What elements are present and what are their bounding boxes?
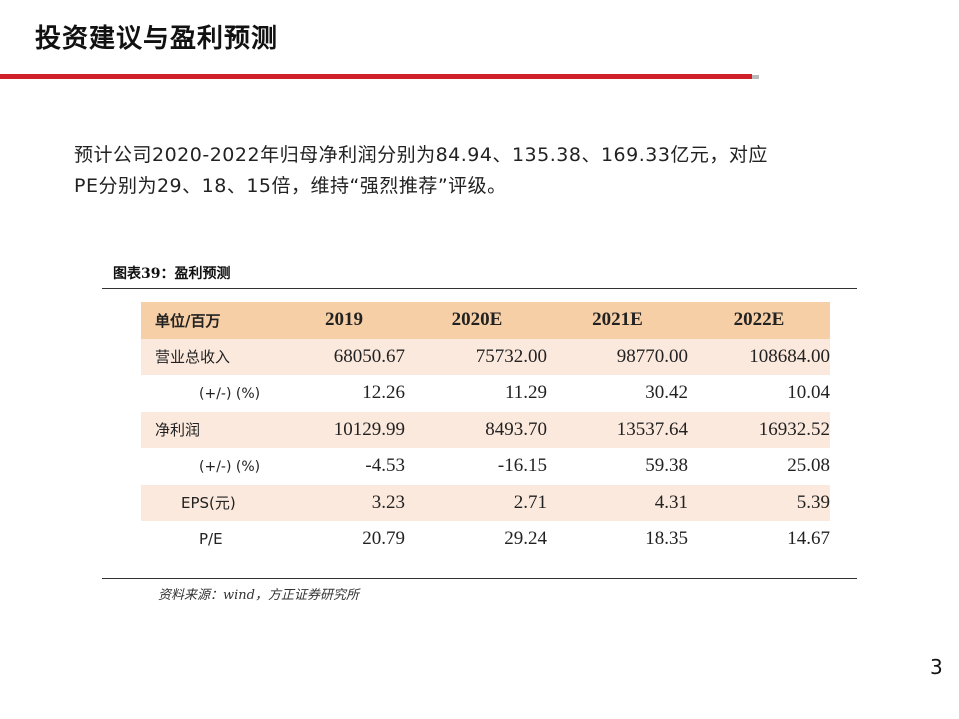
table-cell: 29.24 <box>407 521 547 558</box>
table-cell: 30.42 <box>547 375 688 412</box>
table-cell: 12.26 <box>283 375 407 412</box>
table-cell: 10129.99 <box>283 411 407 448</box>
table-header-row: 单位/百万 2019 2020E 2021E 2022E <box>141 302 830 339</box>
figure-bottom-rule <box>102 578 857 579</box>
table-cell: 18.35 <box>547 521 688 558</box>
header-2022e: 2022E <box>688 302 830 339</box>
figure-label: 图表39：盈利预测 <box>113 266 231 282</box>
summary-line-2: PE分别为29、18、15倍，维持“强烈推荐”评级。 <box>74 175 507 197</box>
table-cell: 108684.00 <box>688 338 830 375</box>
source-note: 资料来源：wind，方正证券研究所 <box>158 588 359 603</box>
table-cell: -4.53 <box>283 448 407 485</box>
table-cell: 13537.64 <box>547 411 688 448</box>
table-cell: 10.04 <box>688 375 830 412</box>
table-cell: 20.79 <box>283 521 407 558</box>
summary-line-1: 预计公司2020-2022年归母净利润分别为84.94、135.38、169.3… <box>74 144 768 166</box>
row-label-eps: EPS(元) <box>181 493 236 512</box>
table-cell: 14.67 <box>688 521 830 558</box>
row-label-net-profit-growth: (+/-) (%) <box>199 459 261 476</box>
table-cell: 2.71 <box>407 484 547 521</box>
table-cell: 98770.00 <box>547 338 688 375</box>
profit-forecast-table: 单位/百万 2019 2020E 2021E 2022E 营业总收入 68050… <box>141 302 830 558</box>
page-number: 3 <box>930 655 943 679</box>
table-row-net-profit: 净利润 10129.99 8493.70 13537.64 16932.52 <box>141 411 830 448</box>
table-row-revenue: 营业总收入 68050.67 75732.00 98770.00 108684.… <box>141 338 830 375</box>
table-row-eps: EPS(元) 3.23 2.71 4.31 5.39 <box>141 484 830 521</box>
header-2021e: 2021E <box>547 302 688 339</box>
header-2020e: 2020E <box>407 302 547 339</box>
row-label-revenue: 营业总收入 <box>155 347 231 366</box>
investment-summary: 预计公司2020-2022年归母净利润分别为84.94、135.38、169.3… <box>74 140 904 202</box>
table-cell: 3.23 <box>283 484 407 521</box>
row-label-pe: P/E <box>199 530 223 549</box>
table-cell: -16.15 <box>407 448 547 485</box>
table-row-pe: P/E 20.79 29.24 18.35 14.67 <box>141 521 830 558</box>
table-cell: 59.38 <box>547 448 688 485</box>
table-row-net-profit-growth: (+/-) (%) -4.53 -16.15 59.38 25.08 <box>141 448 830 485</box>
table-cell: 68050.67 <box>283 338 407 375</box>
row-label-net-profit: 净利润 <box>155 420 201 439</box>
slide-title: 投资建议与盈利预测 <box>35 24 279 54</box>
table-cell: 16932.52 <box>688 411 830 448</box>
figure-top-rule <box>102 288 857 289</box>
header-unit: 单位/百万 <box>141 302 283 339</box>
title-underline-grey <box>752 75 759 79</box>
title-underline-red <box>0 74 752 79</box>
table-cell: 4.31 <box>547 484 688 521</box>
header-2019: 2019 <box>283 302 407 339</box>
table-cell: 75732.00 <box>407 338 547 375</box>
table-cell: 5.39 <box>688 484 830 521</box>
table-cell: 8493.70 <box>407 411 547 448</box>
row-label-revenue-growth: (+/-) (%) <box>199 386 261 403</box>
table-cell: 25.08 <box>688 448 830 485</box>
table-cell: 11.29 <box>407 375 547 412</box>
table-row-revenue-growth: (+/-) (%) 12.26 11.29 30.42 10.04 <box>141 375 830 412</box>
